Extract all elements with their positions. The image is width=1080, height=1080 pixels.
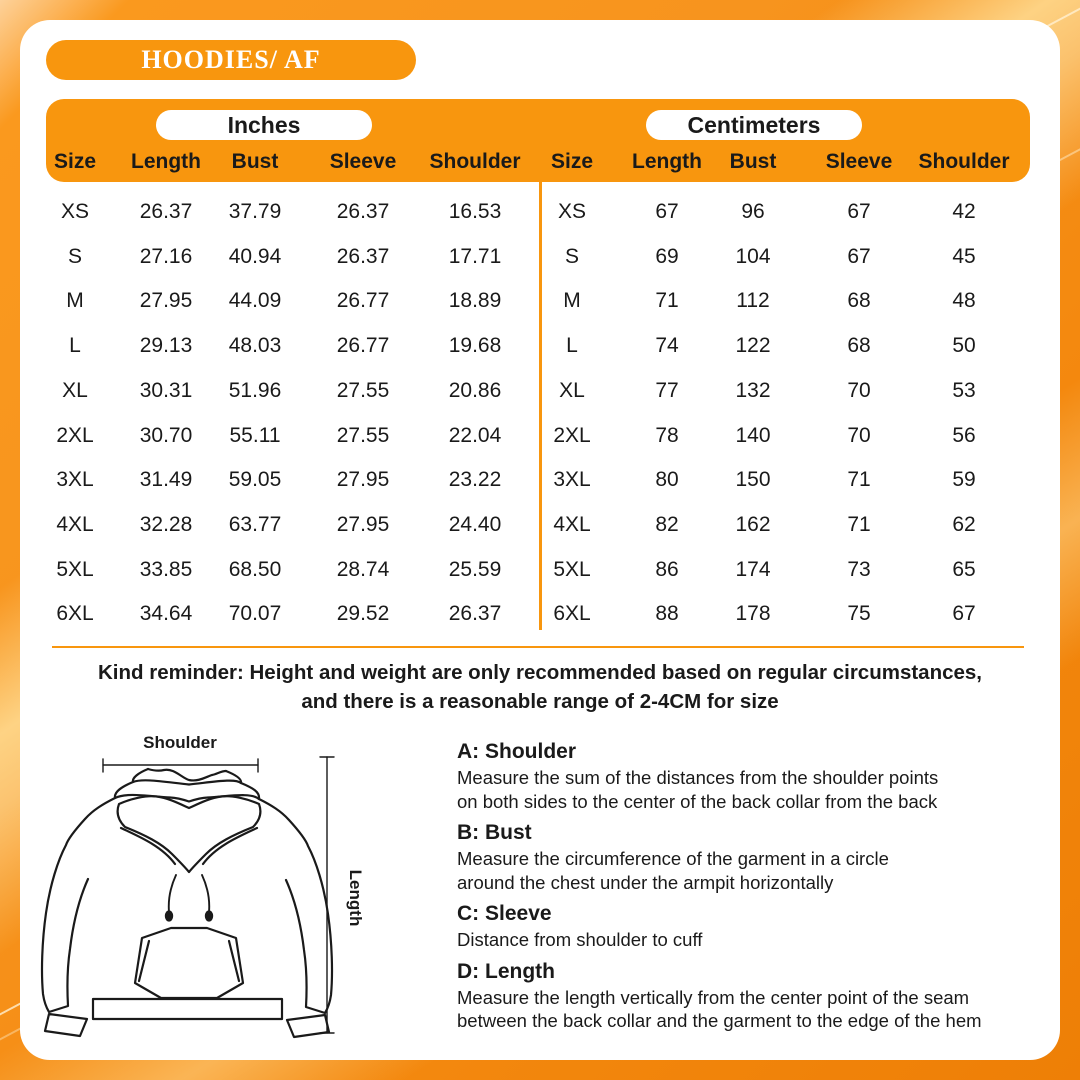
svg-text:Length: Length [346, 870, 365, 927]
svg-text:Shoulder: Shoulder [143, 733, 217, 752]
